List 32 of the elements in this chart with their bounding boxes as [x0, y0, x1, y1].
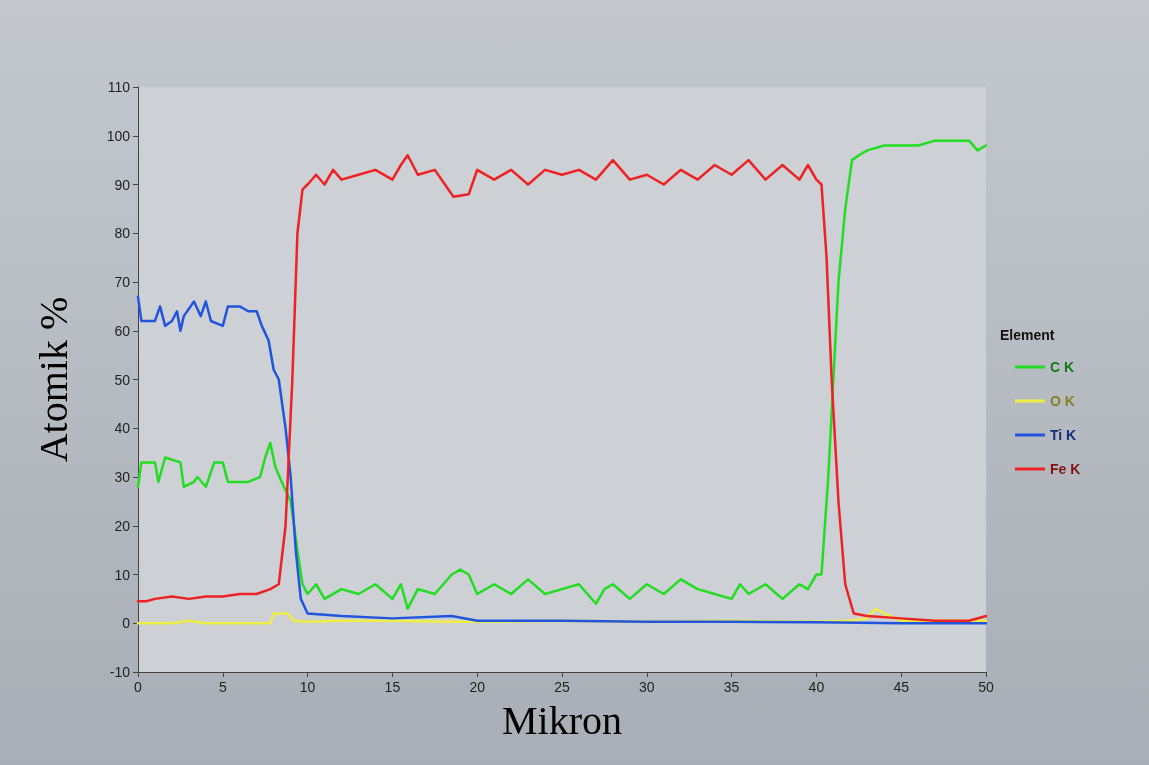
- x-tick-label: 5: [218, 679, 227, 695]
- y-axis-title: Atomik %: [30, 296, 76, 463]
- y-tick-label: 100: [106, 127, 131, 144]
- x-axis-title: Mikron: [502, 697, 622, 743]
- x-tick-label: 30: [639, 679, 655, 695]
- x-tick-label: 40: [808, 679, 825, 695]
- y-tick-label: 70: [114, 274, 131, 290]
- legend-title: Element: [1000, 327, 1055, 343]
- y-tick-label: 50: [114, 371, 131, 388]
- y-tick-label: 110: [107, 79, 131, 95]
- y-tick-label: 40: [114, 420, 131, 437]
- y-tick-label: 30: [114, 469, 131, 485]
- y-tick-label: 80: [114, 225, 131, 242]
- x-tick-label: 0: [134, 679, 143, 695]
- legend-label: Fe K: [1050, 461, 1081, 477]
- y-tick-label: 90: [114, 176, 131, 193]
- x-tick-label: 35: [723, 679, 740, 695]
- line-series: [136, 295, 988, 625]
- y-tick-label: 20: [114, 517, 131, 534]
- x-tick-label: 45: [893, 679, 910, 695]
- legend-label: Ti K: [1050, 427, 1077, 443]
- x-tick-label: 25: [554, 679, 570, 695]
- x-tick-label: 50: [978, 679, 994, 695]
- legend-label: C K: [1050, 359, 1075, 375]
- x-tick-label: 20: [469, 679, 486, 695]
- y-tick-label: 10: [114, 566, 131, 583]
- x-tick-label: 15: [384, 679, 401, 695]
- y-tick-label: 60: [114, 322, 131, 339]
- legend-label: O K: [1050, 393, 1075, 409]
- x-tick-label: 10: [299, 679, 316, 695]
- y-tick-label: 0: [122, 615, 131, 632]
- y-tick-label: -10: [109, 664, 131, 680]
